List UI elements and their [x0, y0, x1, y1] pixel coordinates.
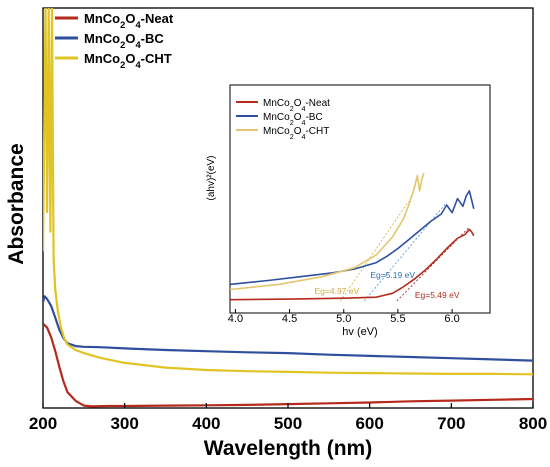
main-series-group: [43, 8, 533, 408]
inset-annotation-2: Eg=5.49 eV: [415, 290, 460, 300]
inset-x-ticks: 4.0 4.5 5.0 5.5 6.0: [228, 309, 460, 325]
inset-annotation-0: Eg=4.97 eV: [315, 286, 360, 296]
inset-x-tick-label-2: 5.0: [336, 313, 351, 325]
inset-x-axis-title: hv (eV): [342, 326, 377, 338]
main-legend-label-2: MnCo2O4-CHT: [84, 51, 172, 70]
main-x-tick-label-1: 300: [110, 414, 138, 433]
main-x-tick-label-3: 500: [274, 414, 302, 433]
main-x-tick-label-5: 700: [437, 414, 465, 433]
inset-x-tick-label-4: 6.0: [444, 313, 459, 325]
inset-series-group: [229, 172, 475, 301]
inset-series-line-0: [229, 228, 475, 301]
inset-plot: 4.0 4.5 5.0 5.5 6.0 Eg=4.97 eV Eg=5.19 eVEg=5…: [206, 84, 491, 338]
main-legend-label-0: MnCo2O4-Neat: [84, 11, 174, 30]
inset-series-line-1: [229, 190, 475, 286]
inset-legend-label-1: MnCo2O4-BC: [263, 112, 323, 127]
inset-annotation-1: Eg=5.19 eV: [370, 270, 415, 280]
main-series-line-2: [43, 8, 533, 376]
inset-tangent-line-0: [340, 200, 410, 302]
inset-legend-label-0: MnCo2O4-Neat: [263, 98, 330, 113]
main-series-line-1: [43, 295, 533, 362]
main-x-tick-label-2: 400: [192, 414, 220, 433]
inset-tangent-line-1: [364, 202, 447, 302]
main-legend-label-1: MnCo2O4-BC: [84, 31, 164, 50]
main-x-tick-label-4: 600: [355, 414, 383, 433]
inset-y-axis-title: (ahv)²(eV): [206, 155, 217, 200]
inset-legend-label-2: MnCo2O4-CHT: [263, 126, 329, 141]
inset-x-tick-label-0: 4.0: [228, 313, 243, 325]
main-x-axis-title: Wavelength (nm): [204, 437, 372, 460]
main-x-tick-label-0: 200: [29, 414, 57, 433]
inset-x-tick-label-1: 4.5: [282, 313, 297, 325]
inset-series-line-2: [229, 172, 425, 291]
main-y-axis-title: Absorbance: [5, 143, 28, 264]
main-x-tick-label-6: 800: [519, 414, 547, 433]
inset-x-tick-label-3: 5.5: [390, 313, 405, 325]
main-x-ticks: 200 300 400 500 600 700 800: [29, 403, 547, 433]
main-series-line-0: [43, 322, 533, 408]
inset-plot-frame: [229, 84, 491, 314]
